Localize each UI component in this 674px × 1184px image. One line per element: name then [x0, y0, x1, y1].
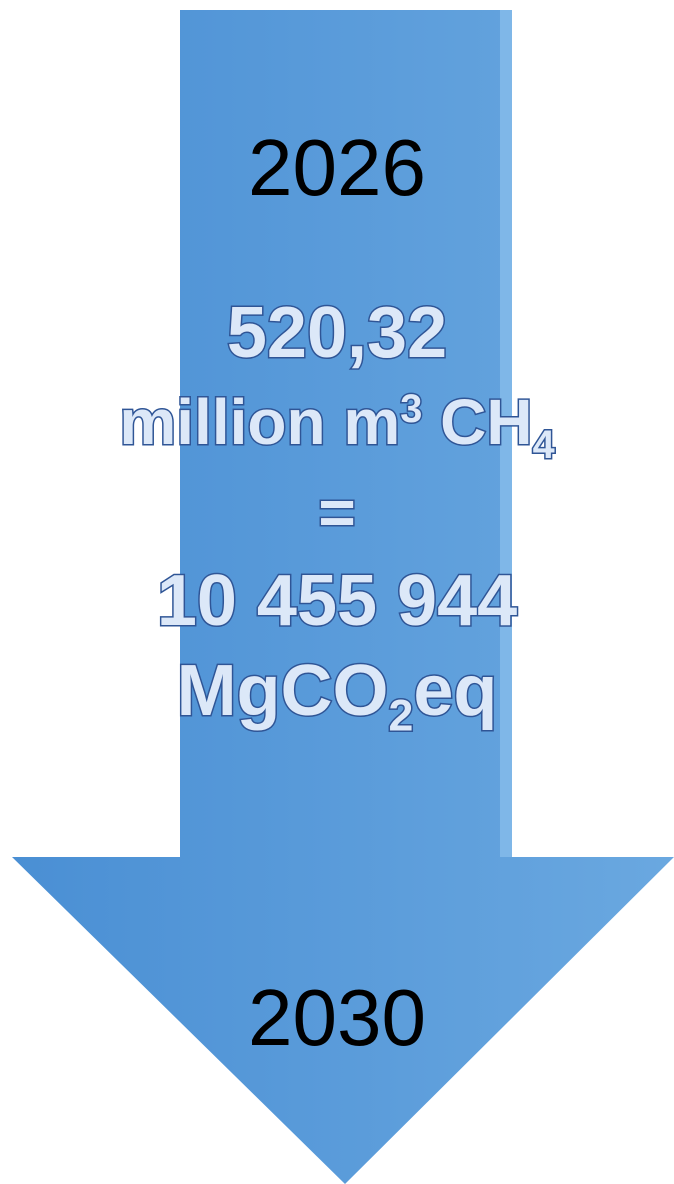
co2-unit-suffix: eq	[412, 650, 499, 733]
methane-formula-subscript: 4	[531, 421, 556, 468]
arrow-edge-highlight	[500, 10, 512, 857]
co2-unit-subscript: 2	[387, 690, 415, 742]
methane-value: 520,32	[225, 292, 448, 375]
end-year: 2030	[248, 973, 426, 1062]
co2-unit-prefix: MgCO	[175, 650, 390, 733]
co2-value: 10 455 944	[155, 560, 518, 643]
methane-formula: CH	[439, 385, 534, 460]
co2-unit: MgCO2eq	[0, 650, 674, 743]
start-year: 2026	[248, 123, 426, 212]
methane-unit-superscript: 3	[399, 386, 424, 433]
equals-sign: =	[317, 475, 357, 550]
methane-unit: million m3 CH4	[0, 385, 674, 469]
methane-unit-prefix: million m	[118, 385, 402, 460]
